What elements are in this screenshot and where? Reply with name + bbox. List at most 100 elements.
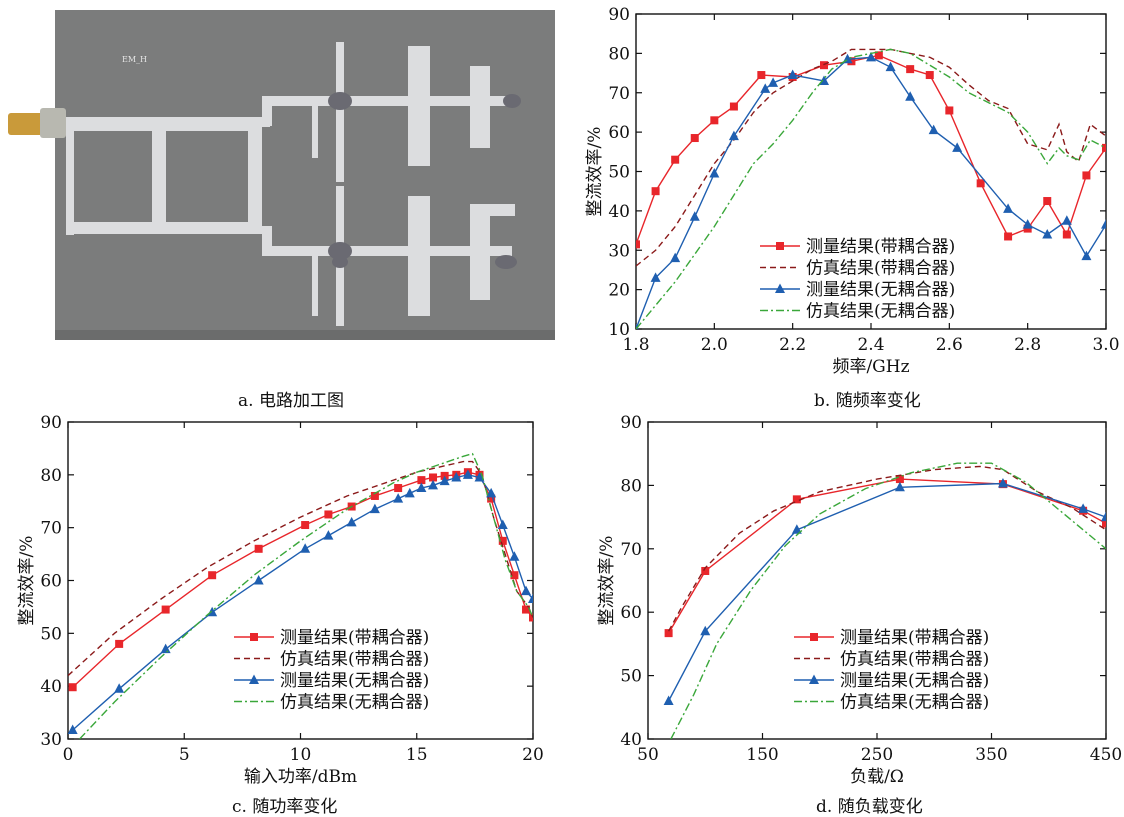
chart-d-series-2-point — [1101, 511, 1106, 522]
chart-d-y-tick-label: 50 — [620, 667, 642, 687]
chart-c-y-tick-label: 40 — [40, 677, 62, 697]
chart-b-series-2-point — [768, 77, 779, 87]
caption-b: b. 随频率变化 — [814, 391, 921, 411]
chart-b-y-tick-label: 30 — [608, 241, 630, 261]
chart-c-series-2-point — [393, 493, 404, 503]
chart-c-series-2-point — [68, 724, 78, 735]
chart-b-y-tick-label: 90 — [608, 5, 630, 25]
chart-b-series-2-point — [952, 142, 963, 152]
circuit-photo: EM_H — [8, 10, 555, 340]
chart-b-series-2-point — [1003, 203, 1014, 213]
chart-b-y-tick-label: 80 — [608, 44, 630, 64]
chart-c-series-3-line — [79, 452, 533, 739]
chart-c-series-2-point — [462, 469, 473, 479]
chart-c-series-2-point — [416, 482, 427, 493]
chart-b-ylabel: 整流效率/% — [585, 127, 605, 217]
chart-c-series-0-point — [510, 571, 519, 580]
chart-d-legend-label: 测量结果(无耦合器) — [840, 671, 989, 691]
chart-b-series-2-point — [1061, 215, 1072, 225]
chart-c-series-0-point — [429, 473, 438, 482]
chart-d-y-tick-label: 40 — [620, 730, 642, 750]
chart-c-series-2-point — [369, 503, 380, 514]
chart-c-series-2-point — [497, 519, 508, 530]
chart-c-legend-marker — [249, 674, 259, 684]
chart-c-series-2-point — [323, 530, 334, 540]
chart-c-y-tick-label: 30 — [40, 730, 62, 750]
chart-c-series-2-point — [346, 516, 357, 527]
chart-d-plot-frame — [647, 421, 1107, 740]
chart-b-legend-label: 测量结果(带耦合器) — [806, 237, 955, 257]
chart-power: 0 5 10 15 20 30 40 50 60 70 80 90 输入功率/dBm 整流效率/% 测量结果… — [17, 413, 544, 787]
sma-connector-body — [40, 108, 66, 138]
chart-b-series-0-point — [651, 187, 660, 196]
chart-d-legend-label: 仿真结果(无耦合器) — [840, 693, 989, 713]
caption-a: a. 电路加工图 — [238, 391, 344, 411]
chart-c-legend-label: 测量结果(带耦合器) — [280, 628, 429, 648]
chart-c-series-0-point — [115, 639, 124, 648]
chart-b-series-2-point — [728, 130, 739, 141]
chart-c-x-tick-label: 20 — [522, 745, 544, 765]
chart-b-y-tick-label: 70 — [608, 84, 630, 104]
chart-b-series-2-point — [689, 211, 700, 221]
chart-d-series-2-point — [894, 481, 905, 492]
chart-c-series-2-point — [474, 471, 485, 482]
chart-d-series-2-point — [997, 477, 1008, 488]
chart-d-x-tick-label: 50 — [637, 745, 659, 765]
chart-c-y-tick-label: 70 — [40, 519, 62, 539]
chart-d-series-3-line — [670, 462, 1106, 739]
chart-c-series-0-point — [68, 683, 77, 692]
chart-b-series-0-point — [874, 51, 883, 60]
chart-b-y-tick-label: 20 — [608, 281, 630, 301]
chart-b-series-2-point — [650, 272, 661, 282]
chart-c-legend-label: 测量结果(无耦合器) — [280, 671, 429, 691]
chart-d-x-tick-label: 250 — [861, 745, 893, 765]
chart-b-series-2-point — [1042, 229, 1053, 239]
chart-d-legend-label: 测量结果(带耦合器) — [840, 628, 989, 648]
chart-c-series-2-point — [451, 471, 462, 482]
chart-b-xlabel: 频率/GHz — [832, 357, 909, 377]
chart-d-series-0-line — [667, 478, 1106, 634]
chart-b-y-tick-label: 60 — [608, 123, 630, 143]
chart-c-x-tick-label: 0 — [63, 745, 74, 765]
chart-b-series-2-point — [760, 83, 771, 93]
chart-b-series-0-point — [690, 134, 699, 143]
chart-c-series-2-point — [509, 551, 520, 561]
chart-c-series-2-point — [404, 487, 415, 498]
chart-b-x-tick-label: 1.8 — [622, 335, 649, 355]
chart-c-series-0-point — [498, 536, 507, 545]
chart-b-series-2-point — [709, 167, 720, 178]
chart-c-series-2-point — [521, 585, 532, 596]
chart-c-series-0-point — [522, 605, 531, 614]
chart-d-series-0-point — [792, 495, 801, 504]
chart-b-legend-label: 测量结果(无耦合器) — [806, 280, 955, 300]
chart-b-series-2-point — [885, 61, 896, 72]
chart-b-series-3-line — [636, 48, 1106, 329]
chart-c-y-tick-label: 80 — [40, 466, 62, 486]
chart-c-series-2-point — [253, 575, 264, 585]
chart-b-series-0-point — [729, 102, 738, 111]
chart-c-ylabel: 整流效率/% — [17, 536, 37, 626]
chart-load: 50 150 250 350 450405060708090负载/Ω整流效率/%测量结果… — [597, 413, 1122, 787]
chart-b-series-1-line — [636, 48, 1106, 267]
chart-b-x-tick-label: 2.6 — [936, 335, 963, 355]
caption-d: d. 随负载变化 — [816, 797, 923, 817]
chart-b-series-0-point — [1043, 197, 1052, 206]
chart-b-x-tick-label: 2.8 — [1014, 335, 1041, 355]
chart-frequency: 1.8 2.0 2.2 2.4 2.6 2.8 3.0 10 20 30 40 50 60 70 80 90 频… — [585, 5, 1120, 377]
chart-c-y-tick-label: 60 — [40, 572, 62, 592]
chart-d-xlabel: 负载/Ω — [850, 767, 904, 787]
chart-b-series-0-point — [671, 155, 680, 164]
chart-d-legend-label: 仿真结果(带耦合器) — [840, 650, 989, 670]
chart-b-series-2-point — [1101, 219, 1106, 229]
chart-d-series-2-point — [1078, 503, 1089, 513]
chart-b-x-tick-label: 3.0 — [1092, 335, 1119, 355]
chart-b-series-0-point — [925, 71, 934, 80]
chart-c-series-0-point — [529, 613, 533, 622]
caption-c: c. 随功率变化 — [232, 797, 338, 817]
chart-d-series-2-point — [663, 695, 674, 705]
chart-b-series-0-point — [1004, 232, 1013, 241]
chart-d-series-0-point — [664, 629, 673, 638]
chart-b-y-tick-label: 40 — [608, 202, 630, 222]
chart-c-series-2-line — [72, 474, 533, 731]
chart-d-series-0-point — [895, 475, 904, 484]
